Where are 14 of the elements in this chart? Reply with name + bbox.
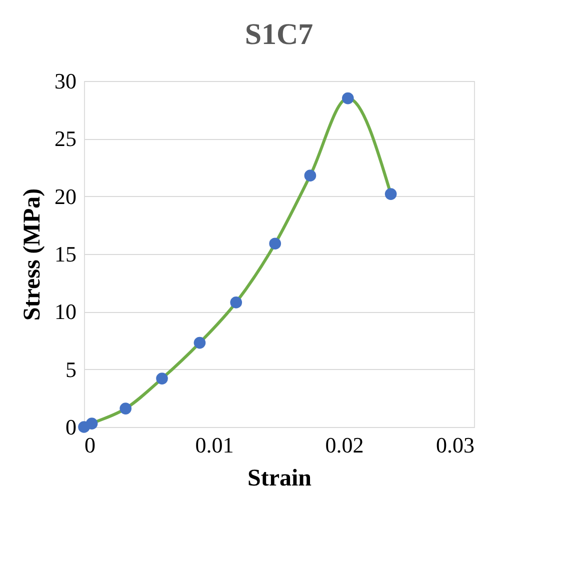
x-tick-label: 0.03 bbox=[436, 432, 474, 458]
y-tick-label: 0 bbox=[66, 414, 76, 440]
x-tick-label: 0.02 bbox=[325, 432, 364, 458]
x-axis-title: Strain bbox=[247, 466, 312, 492]
y-tick-label: 10 bbox=[54, 299, 76, 324]
y-tick-label: 20 bbox=[54, 184, 76, 209]
x-tick-label: 0.01 bbox=[195, 432, 234, 458]
y-tick-label: 15 bbox=[54, 242, 76, 266]
y-tick-label: 5 bbox=[66, 356, 76, 382]
y-axis-title: Stress (MPa) bbox=[20, 188, 46, 321]
chart-title: S1C7 bbox=[244, 18, 314, 51]
x-tick-label: 0 bbox=[84, 432, 96, 458]
y-tick-label: 25 bbox=[54, 126, 76, 152]
y-tick-label: 30 bbox=[54, 68, 76, 94]
